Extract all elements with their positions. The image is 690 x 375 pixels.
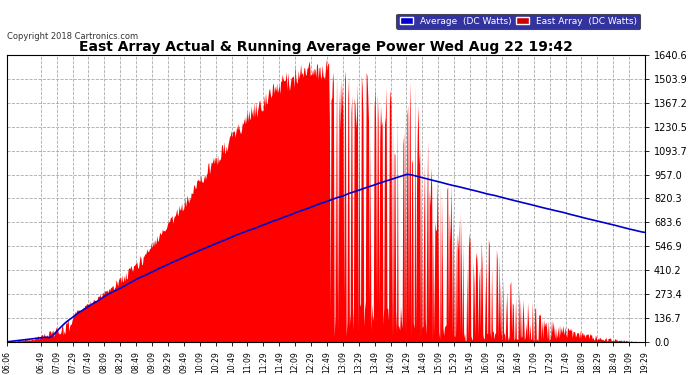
- Text: Copyright 2018 Cartronics.com: Copyright 2018 Cartronics.com: [7, 32, 138, 41]
- Legend: Average  (DC Watts), East Array  (DC Watts): Average (DC Watts), East Array (DC Watts…: [397, 13, 640, 29]
- Title: East Array Actual & Running Average Power Wed Aug 22 19:42: East Array Actual & Running Average Powe…: [79, 40, 573, 54]
